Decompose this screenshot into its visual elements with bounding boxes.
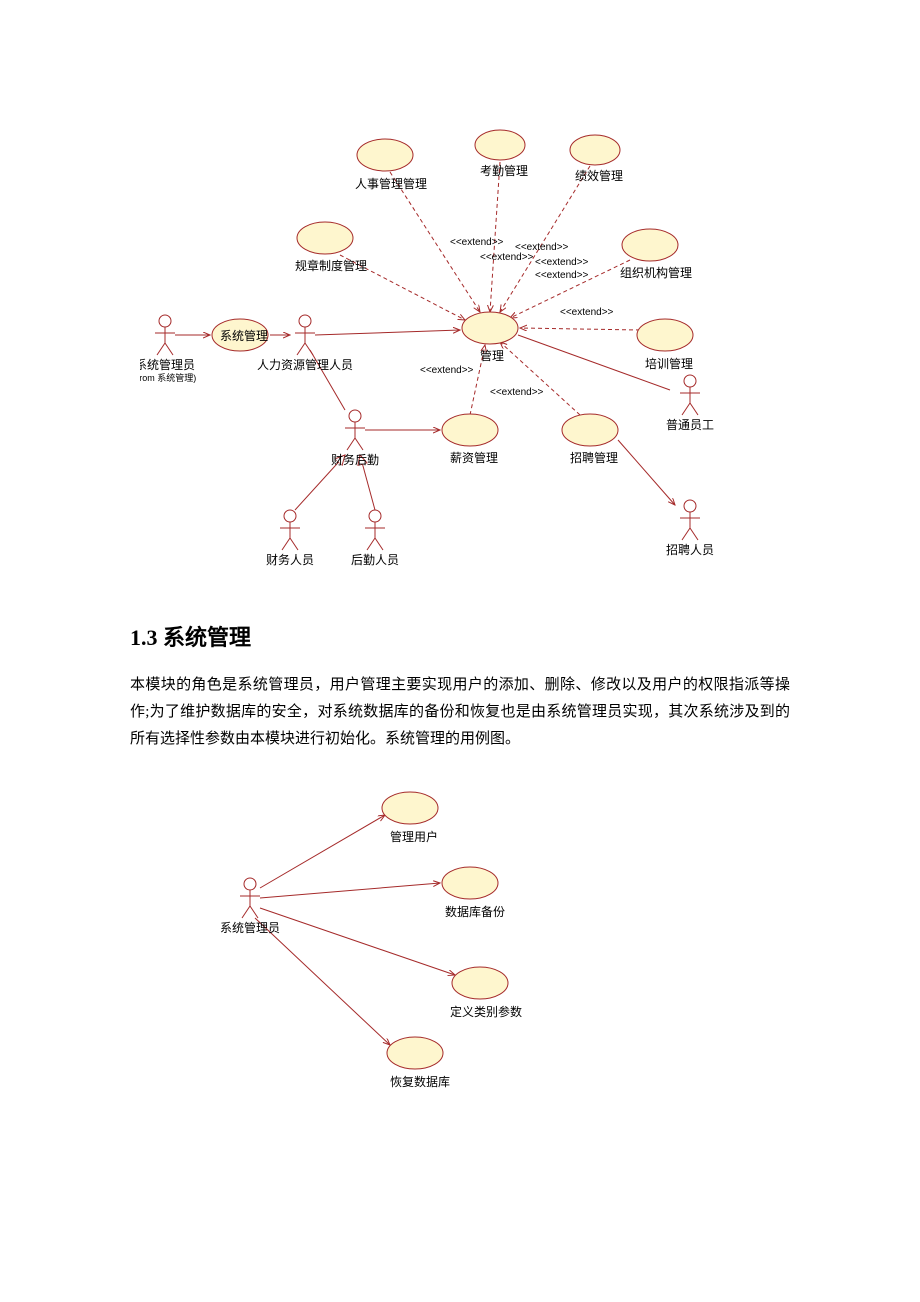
section-body: 本模块的角色是系统管理员，用户管理主要实现用户的添加、删除、修改以及用户的权限指… xyxy=(130,672,790,753)
usecase-label: 薪资管理 xyxy=(450,450,498,465)
svg-text:系统管理员: 系统管理员 xyxy=(140,357,195,372)
usecase-label: 恢复数据库 xyxy=(390,1074,450,1089)
usecase-uc_salary xyxy=(442,414,498,446)
usecase-label: 系统管理 xyxy=(220,328,268,343)
usecase-label: 管理用户 xyxy=(390,829,438,844)
usecase xyxy=(452,967,508,999)
usecase-uc_hr_mgmt xyxy=(357,139,413,171)
actor-a_logistics: 后勤人员 xyxy=(351,510,399,567)
usecase-uc_recruit xyxy=(562,414,618,446)
extend-relation xyxy=(500,166,590,312)
actor-a_sysadmin: 系统管理员(from 系统管理) xyxy=(140,315,196,383)
usecase-label: 数据库备份 xyxy=(445,904,505,919)
usecase-uc_org xyxy=(622,229,678,261)
actor-a_finance: 财务人员 xyxy=(266,510,314,567)
extend-label: <<extend>> xyxy=(450,237,504,248)
usecase-uc_mgmt xyxy=(462,312,518,344)
usecase-label: 招聘管理 xyxy=(570,450,618,465)
usecase-uc_training xyxy=(637,319,693,351)
usecase-uc_attendance xyxy=(475,130,525,160)
extend-label: <<extend>> xyxy=(515,242,569,253)
svg-text:(from 系统管理): (from 系统管理) xyxy=(140,372,196,383)
page: 人事管理管理 考勤管理 绩效管理规章制度管理 组织机构管理系统管理管理培训管理薪资管理… xyxy=(0,110,920,1103)
association xyxy=(315,330,460,335)
usecase xyxy=(382,792,438,824)
svg-text:财务后勤: 财务后勤 xyxy=(331,452,379,467)
actor-a_recruiter: 招聘人员 xyxy=(666,500,714,557)
svg-text:后勤人员: 后勤人员 xyxy=(351,553,399,567)
usecase-label: 考勤管理 xyxy=(480,163,528,178)
actor-a_financelog: 财务后勤 xyxy=(331,410,379,467)
extend-relation xyxy=(520,328,640,330)
usecase-uc_rules xyxy=(297,222,353,254)
extend-label: <<extend>> xyxy=(480,252,534,263)
extend-label: <<extend>> xyxy=(560,307,614,318)
extend-label: <<extend>> xyxy=(420,365,474,376)
usecase-label: 组织机构管理 xyxy=(620,265,692,280)
extend-label: <<extend>> xyxy=(490,387,544,398)
usecase-uc_performance xyxy=(570,135,620,165)
association xyxy=(255,918,390,1045)
actor-sysadmin: 系统管理员 xyxy=(220,878,280,935)
svg-text:系统管理员: 系统管理员 xyxy=(220,920,280,935)
usecase xyxy=(442,867,498,899)
association xyxy=(618,440,675,505)
association xyxy=(260,815,385,888)
extend-label: <<extend>> xyxy=(535,257,589,268)
association xyxy=(260,908,455,975)
usecase-label: 绩效管理 xyxy=(575,168,623,183)
usecase xyxy=(387,1037,443,1069)
svg-text:人力资源管理人员: 人力资源管理人员 xyxy=(257,357,353,372)
svg-text:普通员工: 普通员工 xyxy=(666,418,714,432)
svg-text:招聘人员: 招聘人员 xyxy=(666,543,714,557)
usecase-label: 规章制度管理 xyxy=(295,258,367,273)
association xyxy=(260,883,440,898)
extend-label: <<extend>> xyxy=(535,270,589,281)
actor-a_hrmanager: 人力资源管理人员 xyxy=(257,315,353,372)
section-heading: 1.3 系统管理 xyxy=(130,620,920,652)
use-case-diagram-sysmgmt: 管理用户数据库备份定义类别参数恢复数据库 系统管理员 xyxy=(180,773,600,1103)
use-case-diagram-main: 人事管理管理 考勤管理 绩效管理规章制度管理 组织机构管理系统管理管理培训管理薪资管理… xyxy=(140,110,780,590)
usecase-label: 培训管理 xyxy=(645,356,693,371)
usecase-label: 定义类别参数 xyxy=(450,1004,522,1019)
actor-a_employee: 普通员工 xyxy=(666,375,714,432)
usecase-label: 管理 xyxy=(480,348,504,363)
svg-text:财务人员: 财务人员 xyxy=(266,552,314,567)
usecase-label: 人事管理管理 xyxy=(355,176,427,191)
